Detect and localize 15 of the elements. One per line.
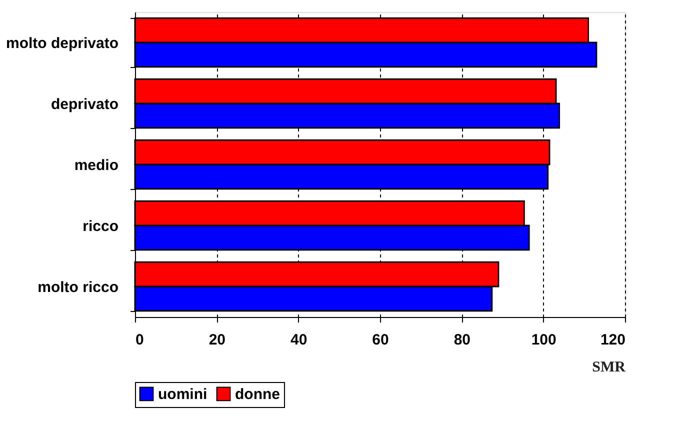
legend-label: uomini [158, 386, 208, 403]
y-tick-label: ricco [82, 218, 118, 235]
y-tick-label: deprivato [50, 96, 118, 113]
legend-label: donne [235, 386, 280, 403]
x-tick-label: 60 [372, 332, 389, 348]
y-tick-label: molto deprivato [6, 35, 118, 52]
y-tick-label: medio [74, 157, 118, 174]
y-tick-label: molto ricco [38, 279, 118, 296]
x-axis-title: SMR [592, 360, 626, 376]
x-tick-label: 0 [136, 332, 144, 348]
x-tick-label: 20 [208, 332, 226, 348]
x-tick-label: 80 [454, 332, 471, 348]
x-tick-label: 100 [531, 332, 556, 348]
x-tick-label: 120 [600, 332, 626, 348]
x-tick-label: 40 [290, 332, 308, 348]
